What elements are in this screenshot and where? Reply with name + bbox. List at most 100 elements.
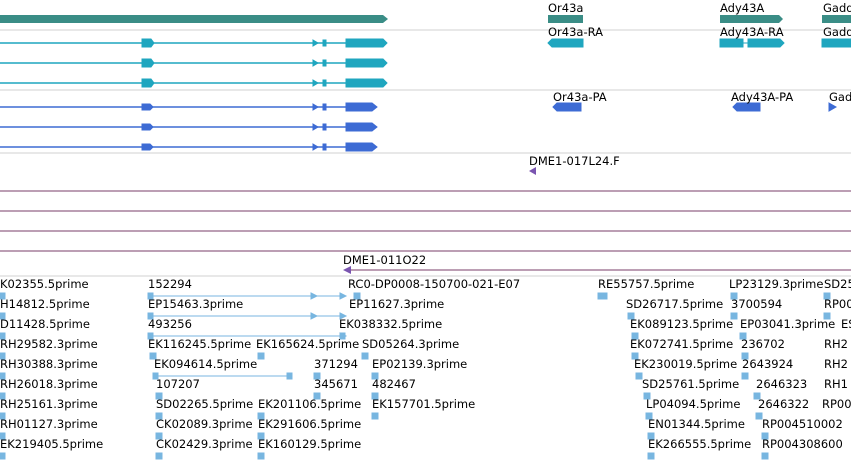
est-label[interactable]: RE55757.5prime bbox=[598, 277, 695, 291]
est-alignment[interactable] bbox=[0, 372, 6, 380]
est-label[interactable]: RP00 bbox=[824, 297, 851, 311]
transcript-label[interactable]: Or43a-RA bbox=[548, 25, 604, 39]
transcript-row[interactable] bbox=[0, 78, 388, 88]
est-label[interactable]: EK116245.5prime bbox=[148, 337, 252, 351]
est-label[interactable]: SD02265.5prime bbox=[156, 397, 254, 411]
est-label[interactable]: RH29582.3prime bbox=[0, 337, 98, 351]
est-label[interactable]: EP03041.3prime bbox=[740, 317, 836, 331]
est-label[interactable]: EP02139.3prime bbox=[372, 357, 468, 371]
est-label[interactable]: 493256 bbox=[148, 317, 192, 331]
est-label[interactable]: EP11627.3prime bbox=[349, 297, 445, 311]
est-label[interactable]: H14812.5prime bbox=[0, 297, 90, 311]
est-label[interactable]: RP00 bbox=[822, 397, 851, 411]
est-alignment[interactable] bbox=[147, 292, 348, 300]
est-label[interactable]: RP004510002 bbox=[762, 417, 843, 431]
est-alignment[interactable] bbox=[0, 312, 6, 320]
est-label[interactable]: EK089123.5prime bbox=[630, 317, 734, 331]
gene-label[interactable]: Ady43A bbox=[720, 1, 765, 15]
gene-span[interactable] bbox=[0, 15, 388, 23]
est-label[interactable]: EK160129.5prime bbox=[258, 437, 362, 451]
est-label[interactable]: D11428.5prime bbox=[0, 317, 90, 331]
est-alignment[interactable] bbox=[730, 292, 738, 300]
est-alignment[interactable] bbox=[0, 332, 6, 340]
est-alignment[interactable] bbox=[761, 432, 769, 440]
est-label[interactable]: EK072741.5prime bbox=[630, 337, 734, 351]
est-label[interactable]: 2643924 bbox=[742, 357, 794, 371]
protein-label[interactable]: Or43a-PA bbox=[553, 90, 607, 104]
est-alignment[interactable] bbox=[597, 292, 608, 300]
est-alignment[interactable] bbox=[647, 452, 655, 460]
transcript-label[interactable]: Gadd bbox=[823, 25, 851, 39]
est-alignment[interactable] bbox=[755, 412, 763, 420]
est-alignment[interactable] bbox=[741, 352, 749, 360]
est-label[interactable]: 2646323 bbox=[756, 377, 808, 391]
est-label[interactable]: 2646322 bbox=[758, 397, 810, 411]
est-alignment[interactable] bbox=[647, 432, 655, 440]
est-alignment[interactable] bbox=[823, 292, 831, 300]
est-label[interactable]: 371294 bbox=[314, 357, 358, 371]
est-label[interactable]: LP23129.3prime bbox=[729, 277, 824, 291]
est-alignment[interactable] bbox=[0, 432, 6, 440]
est-alignment[interactable] bbox=[643, 392, 651, 400]
est-label[interactable]: RH01127.3prime bbox=[0, 417, 98, 431]
est-alignment[interactable] bbox=[823, 312, 831, 320]
est-alignment[interactable] bbox=[761, 452, 769, 460]
est-label[interactable]: 482467 bbox=[372, 377, 416, 391]
est-label[interactable]: LP04094.5prime bbox=[646, 397, 741, 411]
est-alignment[interactable] bbox=[635, 372, 643, 380]
est-label[interactable]: RH25161.3prime bbox=[0, 397, 98, 411]
protein-row[interactable] bbox=[0, 102, 838, 112]
est-label[interactable]: EK201106.5prime bbox=[258, 397, 362, 411]
est-label[interactable]: EK157701.5prime bbox=[372, 397, 476, 411]
gene-span[interactable] bbox=[822, 15, 851, 23]
gene-label[interactable]: Or43a bbox=[548, 1, 584, 15]
est-label[interactable]: 152294 bbox=[148, 277, 192, 291]
gene-span[interactable] bbox=[720, 15, 783, 23]
est-label[interactable]: EK038332.5prime bbox=[339, 317, 443, 331]
est-label[interactable]: EK094614.5prime bbox=[154, 357, 258, 371]
est-label[interactable]: 236702 bbox=[741, 337, 785, 351]
est-alignment[interactable] bbox=[631, 352, 639, 360]
est-label[interactable]: 3700594 bbox=[731, 297, 783, 311]
est-label[interactable]: RH26018.3prime bbox=[0, 377, 98, 391]
est-label[interactable]: EN01344.5prime bbox=[648, 417, 745, 431]
est-alignment[interactable] bbox=[361, 352, 369, 360]
est-label[interactable]: EK219405.5prime bbox=[0, 437, 104, 451]
est-label[interactable]: CK02089.3prime bbox=[156, 417, 253, 431]
transcript-label[interactable]: Ady43A-RA bbox=[720, 25, 784, 39]
bac-end-label[interactable]: DME1-011O22 bbox=[343, 253, 427, 267]
est-alignment[interactable] bbox=[371, 412, 379, 420]
est-alignment[interactable] bbox=[645, 412, 653, 420]
est-alignment[interactable] bbox=[741, 372, 749, 380]
est-alignment[interactable] bbox=[257, 432, 265, 440]
est-label[interactable]: RH2 bbox=[824, 337, 848, 351]
est-alignment[interactable] bbox=[257, 352, 265, 360]
est-alignment[interactable] bbox=[313, 392, 321, 400]
protein-row[interactable] bbox=[0, 142, 378, 152]
est-label[interactable]: EK230019.5prime bbox=[634, 357, 738, 371]
est-alignment[interactable] bbox=[0, 292, 6, 300]
est-label[interactable]: SD26717.5prime bbox=[626, 297, 724, 311]
est-alignment[interactable] bbox=[0, 412, 6, 420]
est-label[interactable]: RC0-DP0008-150700-021-E07 bbox=[348, 277, 521, 291]
transcript-row[interactable] bbox=[0, 38, 388, 48]
gene-label[interactable]: Gadd bbox=[823, 1, 851, 15]
est-alignment[interactable] bbox=[627, 312, 635, 320]
est-label[interactable]: RH30388.3prime bbox=[0, 357, 98, 371]
est-alignment[interactable] bbox=[0, 452, 6, 460]
est-alignment[interactable] bbox=[155, 412, 163, 420]
est-label[interactable]: EK291606.5prime bbox=[258, 417, 362, 431]
bac-clone-span[interactable] bbox=[343, 266, 851, 274]
est-label[interactable]: EK165624.5prime bbox=[256, 337, 360, 351]
est-alignment[interactable] bbox=[313, 372, 321, 380]
est-label[interactable]: SD05264.3prime bbox=[362, 337, 460, 351]
est-alignment[interactable] bbox=[152, 372, 293, 380]
est-label[interactable]: CK02429.3prime bbox=[156, 437, 253, 451]
gene-span[interactable] bbox=[548, 15, 583, 23]
est-label[interactable]: RP004308600 bbox=[762, 437, 843, 451]
est-label[interactable]: RH2 bbox=[824, 357, 848, 371]
est-alignment[interactable] bbox=[730, 312, 738, 320]
est-label[interactable]: 107207 bbox=[156, 377, 200, 391]
est-label[interactable]: 345671 bbox=[314, 377, 358, 391]
transcript-row[interactable] bbox=[547, 38, 851, 48]
